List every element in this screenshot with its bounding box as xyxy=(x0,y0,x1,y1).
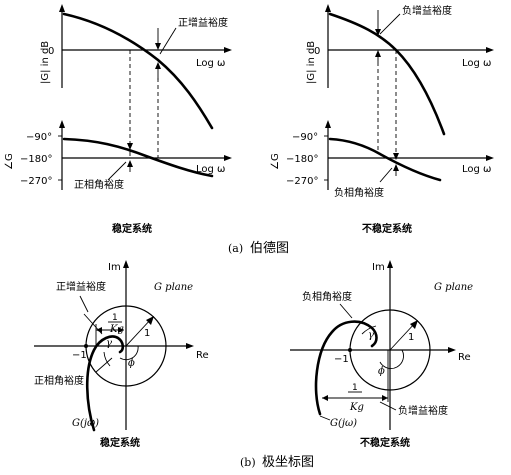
polar-right-phi: ϕ xyxy=(378,366,385,377)
bode-right-mag-xlabel: Log ω xyxy=(462,58,491,69)
polar-left-phi: ϕ xyxy=(128,358,135,369)
bode-left-gain-margin-label: 正增益裕度 xyxy=(178,16,228,29)
caption-b-prefix: (b) xyxy=(240,456,256,469)
polar-right-minus-one: −1 xyxy=(334,354,349,365)
polar-left-minus-one: −1 xyxy=(72,350,87,361)
bode-left-phase-ylabel: ∠G xyxy=(4,153,15,170)
bode-right-magnitude-curve xyxy=(328,12,446,136)
polar-right-g-jw-curve xyxy=(314,320,378,416)
polar-left-gain-margin-label: 正增益裕度 xyxy=(56,280,106,293)
caption-a-text: 伯德图 xyxy=(250,241,289,256)
polar-left-curve-label: G(jω) xyxy=(72,418,99,429)
bode-right-zero-label: 0 xyxy=(314,46,320,57)
bode-left-mag-ylabel: |G| in dB xyxy=(40,41,51,84)
polar-left-inv-k-den: Kg xyxy=(109,324,124,335)
caption-b-text: 极坐标图 xyxy=(262,455,314,470)
polar-right-inv-k-num: 1 xyxy=(352,383,358,393)
polar-left-one: 1 xyxy=(144,328,150,339)
bode-right-phase-ylabel: ∠G xyxy=(270,153,281,170)
bode-unstable-panel: 0 Log ω |G| in dB 负增益裕度 −90° −180° −270°… xyxy=(270,4,494,235)
bode-right-phase-tick-180: −180° xyxy=(286,154,318,165)
bode-right-mag-ylabel: |G| in dB xyxy=(306,41,317,84)
polar-right-one: 1 xyxy=(408,332,414,343)
caption-a-prefix: (a) xyxy=(228,242,243,255)
bode-right-phase-tick-270: −270° xyxy=(286,176,318,187)
bode-left-magnitude-curve xyxy=(62,12,214,130)
polar-left-gplane-label: G plane xyxy=(154,282,193,293)
polar-left-phase-margin-label: 正相角裕度 xyxy=(34,374,84,387)
polar-stable-panel: Im Re G plane −1 1 1 Kg γ ϕ 正增益裕度 正相角裕度 … xyxy=(34,260,209,449)
bode-left-caption: 稳定系统 xyxy=(112,222,152,235)
polar-right-curve-label: G(jω) xyxy=(330,418,357,429)
polar-right-caption: 不稳定系统 xyxy=(360,436,410,449)
polar-right-gamma: γ xyxy=(368,330,374,341)
polar-right-gplane-label: G plane xyxy=(434,282,473,293)
polar-left-g-jw-curve xyxy=(85,335,125,432)
polar-left-inv-k-num: 1 xyxy=(112,313,118,323)
bode-left-phase-margin-label: 正相角裕度 xyxy=(74,178,124,191)
polar-right-im-label: Im xyxy=(372,262,385,273)
bode-left-phase-curve xyxy=(62,137,214,178)
polar-right-phase-margin-label: 负相角裕度 xyxy=(302,290,352,303)
bode-right-gain-margin-label: 负增益裕度 xyxy=(402,4,452,17)
bode-stable-panel: 0 Log ω |G| in dB 正增益裕度 −90° −180° −270°… xyxy=(4,4,232,235)
polar-left-re-label: Re xyxy=(196,350,209,361)
bode-left-phase-tick-90: −90° xyxy=(26,132,52,143)
polar-left-im-label: Im xyxy=(108,262,121,273)
bode-left-phase-tick-270: −270° xyxy=(20,176,52,187)
bode-right-phase-tick-90: −90° xyxy=(292,132,318,143)
bode-right-phase-curve xyxy=(328,137,442,182)
polar-left-caption: 稳定系统 xyxy=(100,436,140,449)
bode-right-caption: 不稳定系统 xyxy=(362,222,412,235)
bode-left-phase-tick-180: −180° xyxy=(20,154,52,165)
polar-right-gain-margin-label: 负增益裕度 xyxy=(398,404,448,417)
polar-right-re-label: Re xyxy=(458,352,471,363)
polar-right-inv-k-den: Kg xyxy=(349,402,364,413)
bode-right-phase-xlabel: Log ω xyxy=(462,164,491,175)
bode-left-mag-xlabel: Log ω xyxy=(196,58,225,69)
bode-left-zero-label: 0 xyxy=(48,46,54,57)
polar-unstable-panel: Im Re G plane −1 1 γ ϕ 负相角裕度 1 Kg 负增益裕度 … xyxy=(290,260,473,449)
polar-left-gamma: γ xyxy=(106,338,112,349)
bode-left-phase-xlabel: Log ω xyxy=(196,164,225,175)
bode-right-phase-margin-label: 负相角裕度 xyxy=(334,186,384,199)
